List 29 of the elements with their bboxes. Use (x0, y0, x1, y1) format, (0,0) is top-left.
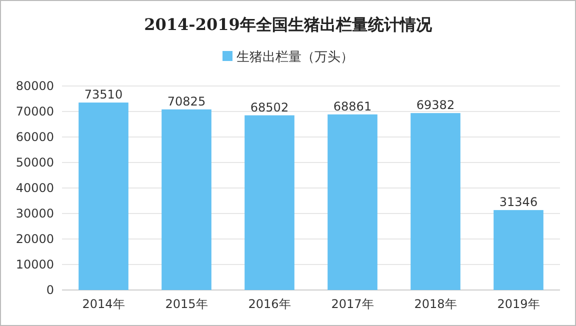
data-label: 68502 (250, 100, 289, 114)
bar (78, 102, 128, 290)
y-tick-label: 40000 (16, 181, 54, 195)
y-tick-label: 60000 (16, 130, 54, 144)
chart-title: 2014-2019年全国生猪出栏量统计情况 (144, 15, 433, 34)
bar (328, 114, 378, 290)
x-tick-label: 2017年 (331, 297, 374, 311)
y-tick-label: 50000 (16, 156, 54, 170)
y-tick-label: 20000 (16, 232, 54, 246)
x-tick-label: 2016年 (248, 297, 291, 311)
bar (410, 113, 460, 290)
y-tick-label: 10000 (16, 258, 54, 272)
legend-label: 生猪出栏量（万头） (236, 50, 354, 65)
x-tick-label: 2018年 (414, 297, 457, 311)
y-tick-label: 70000 (16, 104, 54, 118)
x-tick-label: 2015年 (165, 297, 208, 311)
bar (162, 109, 212, 290)
data-label: 68861 (333, 99, 372, 114)
y-tick-label: 80000 (16, 79, 54, 93)
data-label: 69382 (416, 98, 455, 112)
y-tick-label: 30000 (16, 206, 54, 220)
data-label: 70825 (167, 94, 206, 108)
x-tick-label: 2014年 (82, 297, 125, 311)
bar (494, 210, 544, 290)
data-label: 73510 (84, 88, 123, 102)
data-label: 31346 (499, 195, 538, 210)
y-tick-label: 0 (46, 283, 54, 297)
bar (244, 115, 294, 290)
x-tick-label: 2019年 (497, 297, 540, 311)
